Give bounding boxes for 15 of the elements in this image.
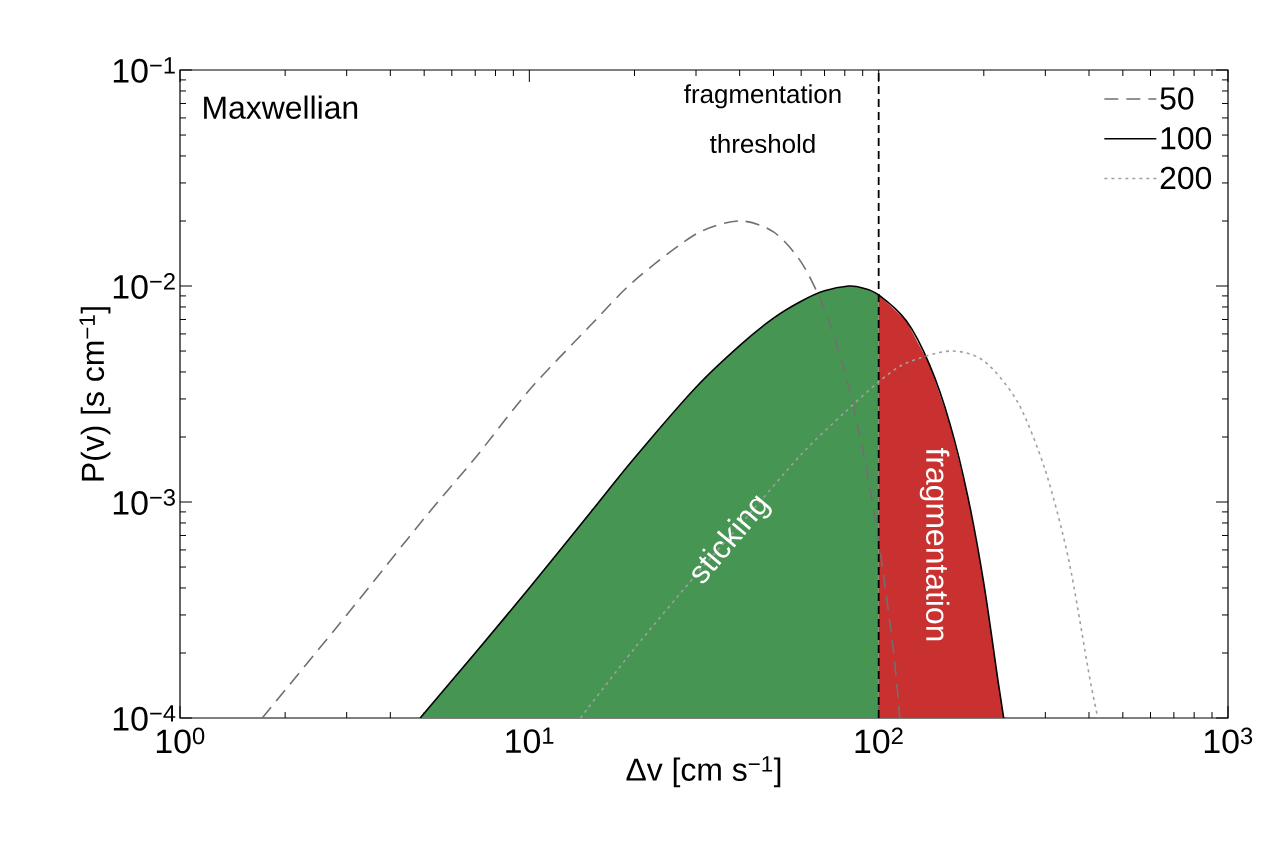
y-tick-label: 10$^{−1}$ <box>113 57 175 83</box>
y-tick-label: 10$^{−2}$ <box>113 273 175 299</box>
ref-line-label: fragmentation threshold <box>684 84 841 154</box>
x-axis-title: Δv [cm s$^{−1}$] <box>626 756 781 788</box>
y-tick-label: 10$^{−3}$ <box>113 489 175 515</box>
legend-label: 50 <box>1160 87 1194 110</box>
y-axis-title: P(v) [s cm$^{−1}$] <box>79 307 111 481</box>
legend-label: 200 <box>1160 166 1212 190</box>
annotation: fragmentation <box>919 447 950 641</box>
x-tick-label: 10$^{3}$ <box>1204 727 1253 754</box>
legend-label: 100 <box>1161 126 1212 150</box>
annotation: Maxwellian <box>204 95 358 119</box>
x-tick-label: 10$^{2}$ <box>855 727 903 754</box>
x-tick-label: 10$^{0}$ <box>156 727 205 754</box>
x-tick-label: 10$^{1}$ <box>506 727 554 754</box>
